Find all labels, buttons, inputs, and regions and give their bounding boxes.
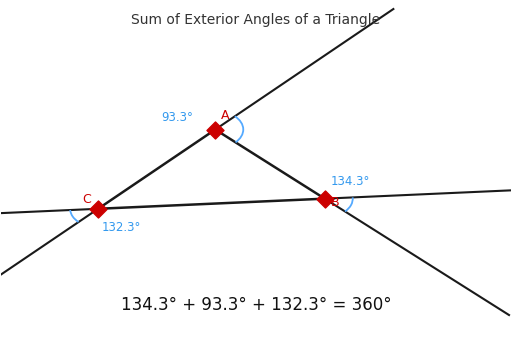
Text: 93.3°: 93.3° — [161, 111, 193, 124]
Text: A: A — [221, 109, 230, 122]
Text: 134.3°: 134.3° — [331, 175, 370, 188]
Text: B: B — [331, 197, 339, 209]
Text: 134.3° + 93.3° + 132.3° = 360°: 134.3° + 93.3° + 132.3° = 360° — [121, 296, 391, 314]
Text: C: C — [82, 193, 91, 206]
Point — [321, 196, 329, 201]
Point — [94, 206, 102, 211]
Text: Sum of Exterior Angles of a Triangle: Sum of Exterior Angles of a Triangle — [132, 13, 380, 27]
Point — [211, 127, 219, 132]
Text: 132.3°: 132.3° — [101, 221, 141, 234]
